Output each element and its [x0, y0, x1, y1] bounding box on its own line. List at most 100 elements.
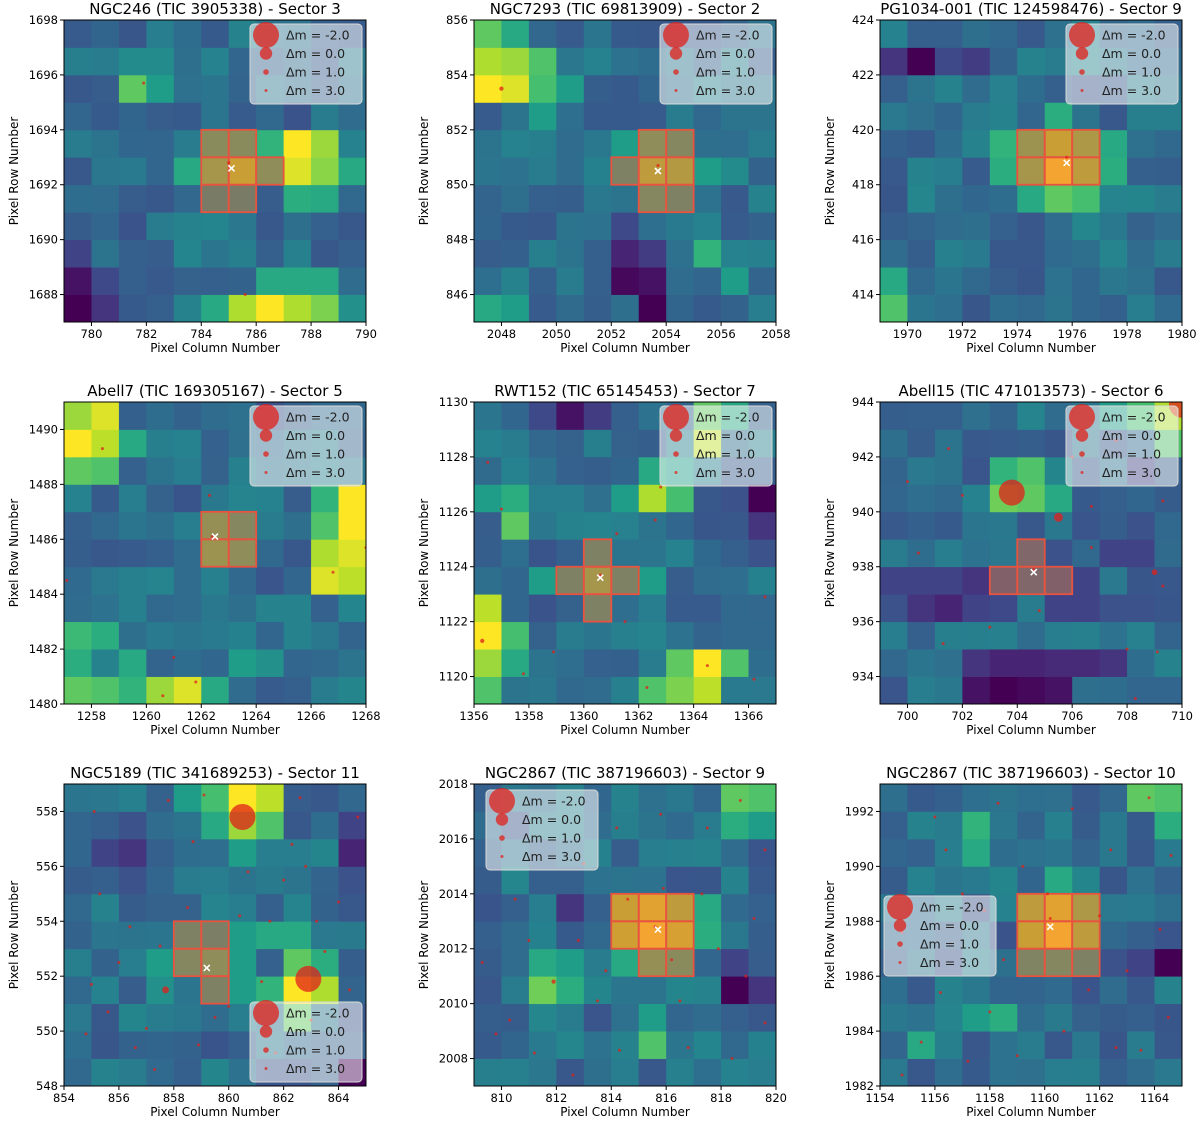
- chart-1: 2048 2050 2052 2054 2056 2058 846 848 850 852 854 8…: [417, 0, 791, 355]
- star-marker: [763, 595, 767, 599]
- chart-8-xlabel: Pixel Column Number: [966, 1105, 1096, 1119]
- heatmap-cell: [256, 566, 285, 595]
- heatmap-cell: [907, 20, 936, 48]
- heatmap-cell: [934, 74, 963, 103]
- heatmap-cell: [338, 948, 367, 977]
- y-tick-label: 1128: [439, 450, 468, 464]
- heatmap-cell: [173, 539, 202, 568]
- heatmap-cell: [583, 267, 612, 295]
- x-tick-label: 1162: [1085, 1091, 1114, 1105]
- heatmap-cell: [173, 402, 202, 430]
- heatmap-cell: [64, 921, 92, 950]
- heatmap-cell: [934, 539, 963, 568]
- heatmap-cell: [311, 621, 339, 650]
- star-marker: [905, 480, 909, 484]
- x-tick-label: 784: [190, 327, 212, 341]
- heatmap-cell: [556, 239, 585, 268]
- heatmap-cell: [556, 893, 585, 922]
- heatmap-cell: [1127, 511, 1155, 540]
- aperture-pixel: [200, 156, 230, 186]
- aperture-pixel: [637, 128, 668, 159]
- heatmap-cell: [721, 566, 749, 595]
- heatmap-cell: [989, 594, 1018, 623]
- heatmap-cell: [721, 649, 749, 677]
- star-marker: [298, 796, 302, 800]
- heatmap-cell: [91, 649, 120, 677]
- heatmap-cell: [201, 838, 230, 867]
- heatmap-cell: [228, 267, 257, 295]
- heatmap-cell: [666, 1031, 695, 1059]
- heatmap-cell: [1017, 102, 1046, 131]
- star-marker: [166, 798, 170, 802]
- aperture-pixel: [1043, 565, 1074, 596]
- aperture-pixel: [610, 892, 640, 923]
- heatmap-cell: [1099, 811, 1128, 840]
- legend-label: Δm = -2.0: [1102, 410, 1166, 425]
- heatmap-cell: [283, 594, 312, 623]
- heatmap-cell: [1044, 676, 1073, 705]
- heatmap-cell: [91, 74, 120, 103]
- chart-3-target-marker: [211, 532, 219, 541]
- heatmap-cell: [1099, 866, 1128, 895]
- heatmap-cell: [989, 74, 1018, 103]
- heatmap-cell: [934, 649, 963, 677]
- heatmap-cell: [962, 456, 991, 485]
- heatmap-cell: [338, 621, 367, 650]
- heatmap-cell: [228, 893, 257, 922]
- y-tick-label: 1486: [29, 532, 58, 546]
- heatmap-cell: [880, 838, 908, 867]
- heatmap-cell: [611, 129, 640, 158]
- heatmap-cell: [880, 594, 908, 623]
- y-tick-label: 2010: [439, 997, 468, 1011]
- star-marker: [598, 573, 602, 577]
- heatmap-cell: [1017, 20, 1046, 48]
- heatmap-cell: [934, 621, 963, 650]
- heatmap-cell: [91, 784, 120, 812]
- heatmap-cell: [283, 239, 312, 268]
- heatmap-cell: [1154, 184, 1183, 213]
- x-tick-label: 1364: [679, 709, 708, 723]
- heatmap-cell: [693, 239, 722, 268]
- heatmap-cell: [583, 1003, 612, 1032]
- star-marker: [933, 815, 937, 819]
- heatmap-cell: [173, 74, 202, 103]
- heatmap-cell: [1017, 838, 1046, 867]
- heatmap-cell: [748, 838, 777, 867]
- chart-6-stars: [84, 793, 360, 1072]
- heatmap-cell: [721, 784, 749, 812]
- y-tick-label: 1690: [29, 233, 58, 247]
- heatmap-cell: [611, 511, 640, 540]
- chart-7-stars: [480, 798, 767, 1077]
- star-marker: [260, 980, 264, 984]
- heatmap-cell: [907, 1058, 936, 1087]
- y-tick-label: 1990: [845, 859, 874, 873]
- heatmap-cell: [693, 184, 722, 213]
- heatmap-cell: [64, 456, 92, 485]
- heatmap-cell: [721, 212, 749, 241]
- star-marker: [966, 1059, 970, 1063]
- y-tick-label: 1488: [29, 477, 58, 491]
- heatmap-cell: [1044, 267, 1073, 295]
- legend-label: Δm = 0.0: [1102, 46, 1161, 61]
- heatmap-cell: [528, 102, 557, 131]
- heatmap-cell: [907, 129, 936, 158]
- chart-3-xlabel: Pixel Column Number: [150, 723, 280, 737]
- legend-label: Δm = 3.0: [286, 465, 345, 480]
- heatmap-cell: [748, 102, 777, 131]
- heatmap-cell: [528, 893, 557, 922]
- heatmap-cell: [907, 866, 936, 895]
- heatmap-cell: [1072, 1003, 1101, 1032]
- heatmap-cell: [907, 47, 936, 76]
- heatmap-cell: [501, 948, 530, 977]
- x-tick-label: 1362: [624, 709, 653, 723]
- heatmap-cell: [611, 456, 640, 485]
- heatmap-cell: [283, 267, 312, 295]
- heatmap-cell: [1154, 948, 1183, 977]
- heatmap-cell: [748, 1003, 777, 1032]
- star-marker: [323, 949, 327, 953]
- heatmap-cell: [146, 157, 175, 186]
- heatmap-cell: [1154, 866, 1183, 895]
- heatmap-cell: [934, 511, 963, 540]
- star-marker: [480, 960, 484, 964]
- heatmap-cell: [228, 239, 257, 268]
